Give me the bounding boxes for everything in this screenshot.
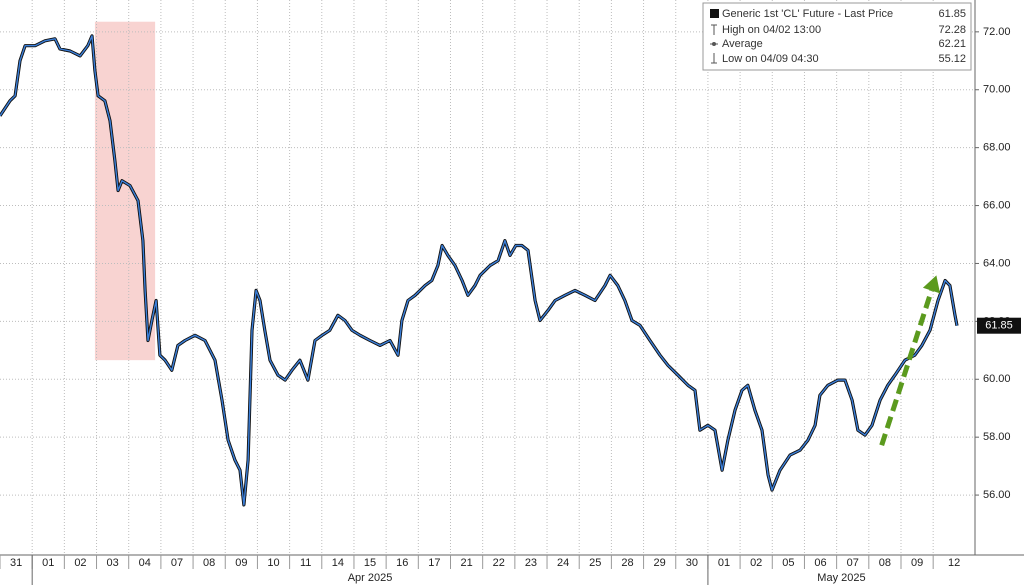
x-tick-label: 16 xyxy=(396,557,408,569)
trend-arrow-head xyxy=(922,275,941,294)
legend-label: Low on 04/09 04:30 xyxy=(722,53,819,65)
x-tick-label: 02 xyxy=(74,557,86,569)
legend-box xyxy=(702,2,972,71)
month-label: May 2025 xyxy=(817,572,865,584)
trend-arrow xyxy=(879,289,934,447)
y-tick-label: 68.00 xyxy=(983,142,1011,154)
last-price-tag xyxy=(977,317,1021,334)
x-tick-label: 15 xyxy=(364,557,376,569)
x-tick-label: 17 xyxy=(428,557,440,569)
x-tick-label: 10 xyxy=(267,557,279,569)
x-tick-label: 04 xyxy=(139,557,151,569)
x-tick-label: 23 xyxy=(525,557,537,569)
legend-label: Average xyxy=(722,38,763,50)
x-tick-label: 09 xyxy=(911,557,923,569)
x-tick-label: 25 xyxy=(589,557,601,569)
legend-label: High on 04/02 13:00 xyxy=(722,24,821,36)
x-tick-label: 01 xyxy=(718,557,730,569)
y-tick-label: 72.00 xyxy=(983,26,1011,38)
x-tick-label: 21 xyxy=(460,557,472,569)
x-tick-label: 03 xyxy=(106,557,118,569)
x-tick-label: 14 xyxy=(332,557,344,569)
plot-area xyxy=(0,0,975,555)
month-label: Apr 2025 xyxy=(348,572,393,584)
legend-icon xyxy=(712,42,716,46)
x-tick-label: 02 xyxy=(750,557,762,569)
x-tick-label: 08 xyxy=(203,557,215,569)
legend-value: 61.85 xyxy=(938,8,966,20)
x-tick-label: 08 xyxy=(879,557,891,569)
x-tick-label: 24 xyxy=(557,557,569,569)
legend-value: 72.28 xyxy=(938,24,966,36)
x-tick-label: 09 xyxy=(235,557,247,569)
y-tick-label: 64.00 xyxy=(983,257,1011,269)
y-tick-label: 66.00 xyxy=(983,199,1011,211)
x-tick-label: 28 xyxy=(621,557,633,569)
legend: Generic 1st 'CL' Future - Last Price 61.… xyxy=(702,2,972,71)
x-tick-label: 05 xyxy=(782,557,794,569)
legend-icon xyxy=(710,9,719,18)
x-tick-label: 07 xyxy=(847,557,859,569)
x-tick-label: 29 xyxy=(654,557,666,569)
x-tick-label: 31 xyxy=(10,557,22,569)
y-tick-label: 58.00 xyxy=(983,431,1011,443)
last-price-label: 61.85 xyxy=(985,320,1013,332)
x-tick-label: 07 xyxy=(171,557,183,569)
legend-value: 62.21 xyxy=(938,38,966,50)
x-tick-label: 01 xyxy=(42,557,54,569)
y-tick-label: 60.00 xyxy=(983,373,1011,385)
x-tick-label: 12 xyxy=(948,557,960,569)
x-tick-label: 22 xyxy=(493,557,505,569)
x-tick-label: 06 xyxy=(814,557,826,569)
price-line xyxy=(0,35,958,506)
legend-label: Generic 1st 'CL' Future - Last Price xyxy=(722,8,893,20)
x-tick-label: 11 xyxy=(300,557,311,569)
y-tick-label: 70.00 xyxy=(983,84,1011,96)
x-tick-label: 30 xyxy=(686,557,698,569)
y-tick-label: 56.00 xyxy=(983,489,1011,501)
legend-value: 55.12 xyxy=(938,53,966,65)
